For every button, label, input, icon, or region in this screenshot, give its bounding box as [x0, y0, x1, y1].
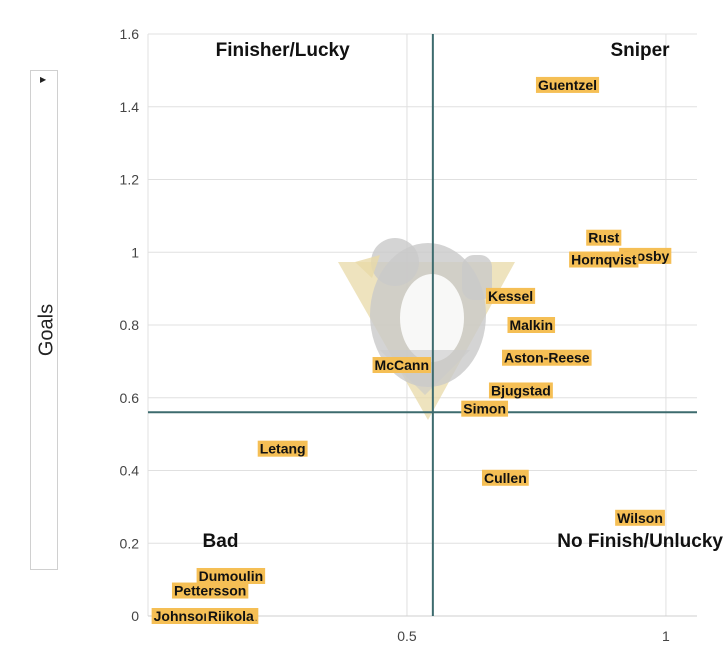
quadrant-label-top-right: Sniper — [610, 40, 670, 61]
point-label-background — [485, 287, 536, 304]
y-tick-label: 0.4 — [120, 463, 140, 479]
point-label: Aston-Reese — [504, 350, 590, 366]
data-point: Dumoulin — [196, 567, 266, 584]
point-label-background — [488, 382, 553, 399]
team-logo-watermark — [338, 238, 515, 420]
data-points: GuentzelRustCrosbyHornqvistKesselMalkinA… — [151, 76, 672, 624]
y-tick-label: 1.4 — [120, 99, 140, 115]
point-label-background — [586, 229, 622, 246]
data-point: Wilson — [615, 510, 665, 526]
point-label-background — [615, 509, 665, 526]
data-point: Bjugstad — [488, 382, 553, 399]
x-tick-label: 1 — [662, 628, 670, 644]
point-label: Hornqvist — [571, 252, 637, 268]
y-tick-label: 1.6 — [120, 26, 140, 42]
data-point: Letang — [257, 440, 308, 457]
point-label: Malkin — [509, 317, 553, 333]
quadrant-labels: Finisher/Lucky Sniper Bad No Finish/Unlucky — [203, 40, 724, 552]
point-label: Dumoulin — [199, 568, 264, 584]
point-label-background — [481, 469, 529, 486]
point-label: Bjugstad — [491, 382, 551, 398]
data-point: Pettersson — [171, 582, 249, 599]
y-tick-label: 0.6 — [120, 390, 140, 406]
point-label: Wilson — [617, 510, 663, 526]
reference-lines — [148, 34, 697, 616]
quadrant-label-bottom-right: No Finish/Unlucky — [557, 531, 723, 552]
point-label-background — [205, 608, 256, 624]
point-label-background — [372, 357, 432, 374]
y-tick-label: 0.2 — [120, 535, 140, 551]
point-label-background — [535, 76, 600, 93]
quadrant-label-bottom-left: Bad — [203, 531, 239, 552]
point-label: McCann — [375, 357, 429, 373]
point-label-background — [502, 349, 592, 366]
x-tick-label: 0.5 — [397, 628, 417, 644]
point-label: Guentzel — [538, 77, 597, 93]
point-label: Kessel — [488, 288, 533, 304]
data-point: Cullen — [481, 469, 529, 486]
y-tick-label: 1 — [131, 244, 139, 260]
point-label-background — [257, 440, 308, 457]
point-label: Riikola — [208, 608, 254, 624]
y-axis-control[interactable]: ▶ — [30, 70, 58, 570]
point-label: Pettersson — [174, 583, 246, 599]
data-point: Aston-Reese — [502, 349, 592, 366]
y-tick-label: 0 — [131, 608, 139, 624]
point-label: Rust — [588, 230, 619, 246]
data-point: Malkin — [507, 317, 556, 333]
point-label-background — [461, 400, 509, 417]
data-point: Riikola — [205, 608, 256, 624]
data-point: Guentzel — [535, 76, 600, 93]
axis-ticks: 0 0.2 0.4 0.6 0.8 1 1.2 1.4 1.6 0.5 1 — [120, 26, 670, 644]
data-point: Hornqvist — [569, 251, 639, 268]
point-label-background — [507, 317, 556, 333]
point-label: Simon — [463, 401, 506, 417]
y-tick-label: 1.2 — [120, 172, 140, 188]
point-label-background — [171, 582, 249, 599]
point-label: Letang — [260, 441, 306, 457]
point-label: Cullen — [484, 470, 527, 486]
point-label-background — [196, 567, 266, 584]
data-point: Kessel — [485, 287, 536, 304]
data-point: McCann — [372, 357, 432, 374]
quadrant-label-top-left: Finisher/Lucky — [216, 40, 351, 61]
y-tick-label: 0.8 — [120, 317, 140, 333]
expand-arrow-icon[interactable]: ▶ — [40, 75, 47, 84]
data-point: Rust — [586, 229, 622, 246]
data-point: Simon — [461, 400, 509, 417]
point-label-background — [569, 251, 639, 268]
